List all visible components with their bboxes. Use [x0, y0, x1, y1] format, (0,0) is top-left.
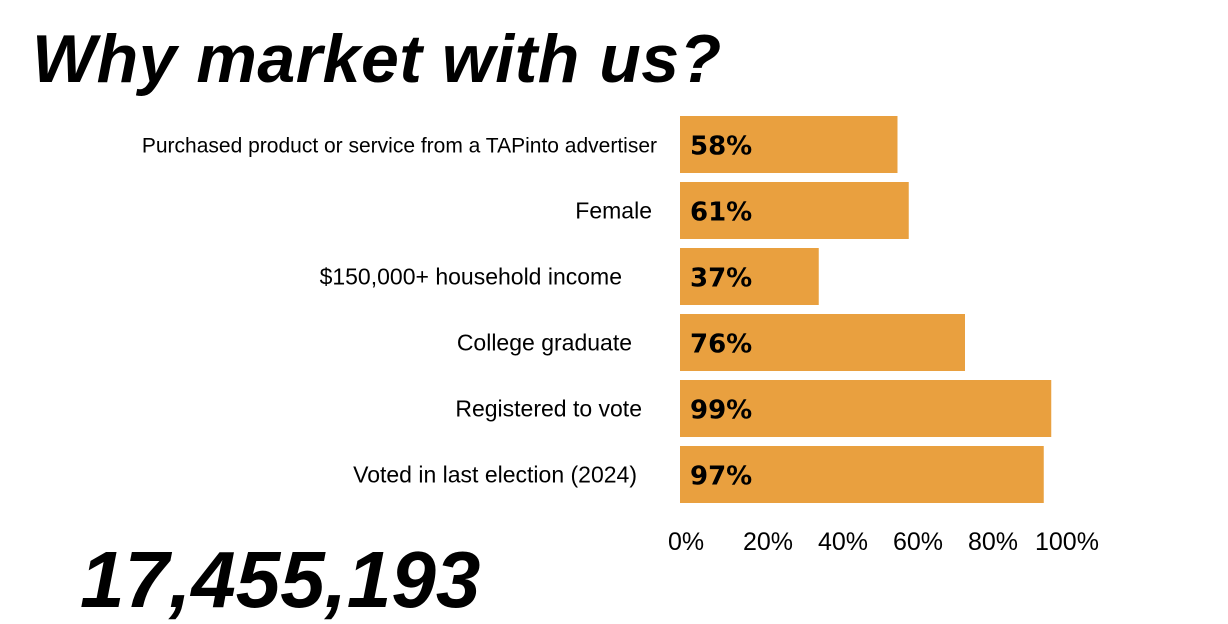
x-tick-label-3: 60% [893, 528, 943, 556]
bar-4 [680, 380, 1052, 437]
value-label-4: 99% [690, 396, 752, 426]
category-label-4: Registered to vote [455, 396, 642, 422]
bar-0 [680, 116, 898, 173]
cut-off-number: 17,455,193 [80, 535, 481, 624]
x-tick-label-5: 100% [1035, 528, 1099, 556]
category-label-2: $150,000+ household income [320, 264, 622, 290]
bar-3 [680, 314, 965, 371]
value-label-0: 58% [690, 132, 752, 162]
page-title: Why market with us? [32, 21, 722, 97]
value-label-3: 76% [690, 330, 752, 360]
value-label-1: 61% [690, 198, 752, 228]
category-label-0: Purchased product or service from a TAPi… [142, 135, 657, 158]
x-tick-label-1: 20% [743, 528, 793, 556]
x-tick-label-4: 80% [968, 528, 1018, 556]
x-tick-label-2: 40% [818, 528, 868, 556]
category-label-5: Voted in last election (2024) [353, 462, 637, 488]
bar-chart: Purchased product or service from a TAPi… [142, 116, 1099, 556]
value-label-5: 97% [690, 462, 752, 492]
category-label-1: Female [575, 198, 652, 224]
value-label-2: 37% [690, 264, 752, 294]
bar-1 [680, 182, 909, 239]
category-label-3: College graduate [457, 330, 632, 356]
bar-2 [680, 248, 819, 305]
bar-5 [680, 446, 1044, 503]
x-tick-label-0: 0% [668, 528, 704, 556]
